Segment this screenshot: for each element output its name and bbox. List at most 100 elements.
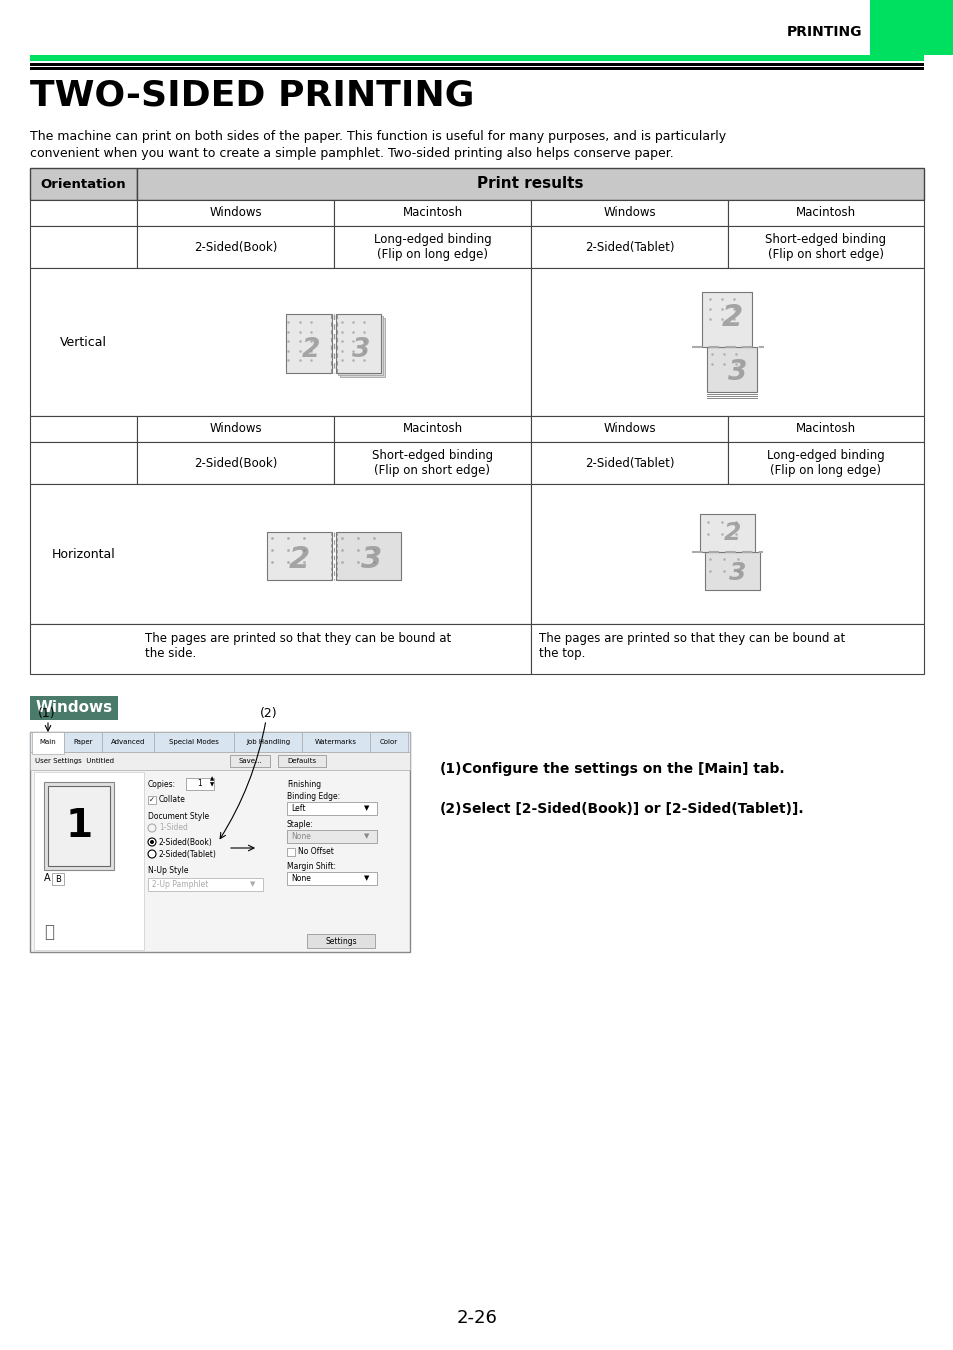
Bar <box>277 755 326 767</box>
Bar <box>30 732 410 952</box>
Bar <box>137 441 334 485</box>
Text: 2-Up Pamphlet: 2-Up Pamphlet <box>152 880 208 890</box>
Bar <box>30 752 410 769</box>
Bar <box>30 55 923 61</box>
Text: Windows: Windows <box>35 701 112 716</box>
Bar <box>531 485 923 624</box>
Bar <box>287 830 376 842</box>
Bar <box>704 552 760 590</box>
Text: 2-Sided(Book): 2-Sided(Book) <box>159 837 213 846</box>
Bar <box>700 574 755 580</box>
Text: The pages are printed so that they can be bound at
the side.: The pages are printed so that they can b… <box>145 632 451 660</box>
Text: Select [2-Sided(Book)] or [2-Sided(Tablet)].: Select [2-Sided(Book)] or [2-Sided(Table… <box>461 802 802 815</box>
Bar <box>704 578 760 585</box>
Bar <box>30 441 137 485</box>
Text: convenient when you want to create a simple pamphlet. Two-sided printing also he: convenient when you want to create a sim… <box>30 147 673 161</box>
Bar <box>48 786 110 865</box>
Bar <box>335 532 400 580</box>
Bar <box>30 63 923 66</box>
Bar <box>700 514 754 552</box>
Text: Save...: Save... <box>238 757 262 764</box>
Text: ▲
▼: ▲ ▼ <box>210 776 213 787</box>
Bar <box>302 732 370 752</box>
Bar <box>34 772 144 950</box>
Bar <box>137 225 334 269</box>
Text: Main: Main <box>40 738 56 745</box>
Bar <box>186 778 213 790</box>
Bar <box>334 200 531 225</box>
Text: Finishing: Finishing <box>287 780 321 788</box>
Text: 1: 1 <box>66 807 92 845</box>
Text: Long-edged binding
(Flip on long edge): Long-edged binding (Flip on long edge) <box>374 234 491 261</box>
Bar <box>727 200 923 225</box>
Text: Copies:: Copies: <box>148 780 176 788</box>
Bar <box>102 732 153 752</box>
Bar <box>531 225 727 269</box>
Bar <box>531 269 923 416</box>
Text: Short-edged binding
(Flip on short edge): Short-edged binding (Flip on short edge) <box>372 450 493 477</box>
Text: 2: 2 <box>723 521 740 545</box>
Bar <box>137 416 334 441</box>
Circle shape <box>148 850 156 859</box>
Bar <box>531 416 727 441</box>
Bar <box>368 532 381 580</box>
Bar <box>30 167 137 200</box>
Text: Defaults: Defaults <box>287 757 316 764</box>
Text: Orientation: Orientation <box>41 177 126 190</box>
Text: 2: 2 <box>289 544 310 574</box>
Text: N-Up Style: N-Up Style <box>148 865 189 875</box>
Text: None: None <box>291 832 311 841</box>
Bar <box>137 167 923 200</box>
Bar <box>727 225 923 269</box>
Text: Windows: Windows <box>602 423 655 436</box>
Bar <box>148 878 263 891</box>
Text: (1): (1) <box>38 707 55 721</box>
Text: Advanced: Advanced <box>111 738 145 745</box>
Text: PRINTING: PRINTING <box>785 26 862 39</box>
Bar <box>703 370 759 378</box>
Bar <box>372 536 385 585</box>
Bar <box>32 732 64 755</box>
Text: Collate: Collate <box>159 795 186 805</box>
Text: 2-Sided(Tablet): 2-Sided(Tablet) <box>584 240 674 254</box>
Bar <box>233 732 302 752</box>
Text: Watermarks: Watermarks <box>314 738 356 745</box>
Text: Document Style: Document Style <box>148 811 209 821</box>
Bar <box>287 848 294 856</box>
Text: Paper: Paper <box>73 738 92 745</box>
Text: 🖨: 🖨 <box>44 923 54 941</box>
Text: No Offset: No Offset <box>297 848 334 856</box>
Bar <box>335 315 381 374</box>
Bar <box>64 732 102 752</box>
Bar <box>230 755 270 767</box>
Text: TWO-SIDED PRINTING: TWO-SIDED PRINTING <box>30 78 474 112</box>
Bar <box>30 225 137 269</box>
Text: (2): (2) <box>260 707 277 721</box>
Text: 2-26: 2-26 <box>456 1310 497 1327</box>
Text: Configure the settings on the [Main] tab.: Configure the settings on the [Main] tab… <box>461 761 783 776</box>
Text: ▼: ▼ <box>250 882 255 887</box>
Text: 2: 2 <box>302 336 320 363</box>
Text: 3: 3 <box>352 336 371 363</box>
Bar <box>370 535 383 582</box>
Bar <box>30 732 410 752</box>
Text: Windows: Windows <box>209 207 261 220</box>
Text: 1: 1 <box>197 779 202 788</box>
Bar <box>531 624 923 674</box>
Text: Margin Shift:: Margin Shift: <box>287 863 335 871</box>
Text: ▼: ▼ <box>364 876 370 882</box>
Text: The pages are printed so that they can be bound at
the top.: The pages are printed so that they can b… <box>538 632 844 660</box>
Text: 2-Sided(Tablet): 2-Sided(Tablet) <box>584 456 674 470</box>
Text: Macintosh: Macintosh <box>402 207 462 220</box>
Text: Macintosh: Macintosh <box>402 423 462 436</box>
Text: 3: 3 <box>728 562 745 585</box>
Bar <box>287 802 376 815</box>
Bar <box>370 732 408 752</box>
Bar <box>267 532 332 580</box>
Text: (2): (2) <box>439 802 462 815</box>
Bar <box>44 782 113 869</box>
Text: Macintosh: Macintosh <box>795 207 855 220</box>
Text: Horizontal: Horizontal <box>51 548 115 560</box>
Bar <box>52 873 64 886</box>
Bar <box>727 416 923 441</box>
